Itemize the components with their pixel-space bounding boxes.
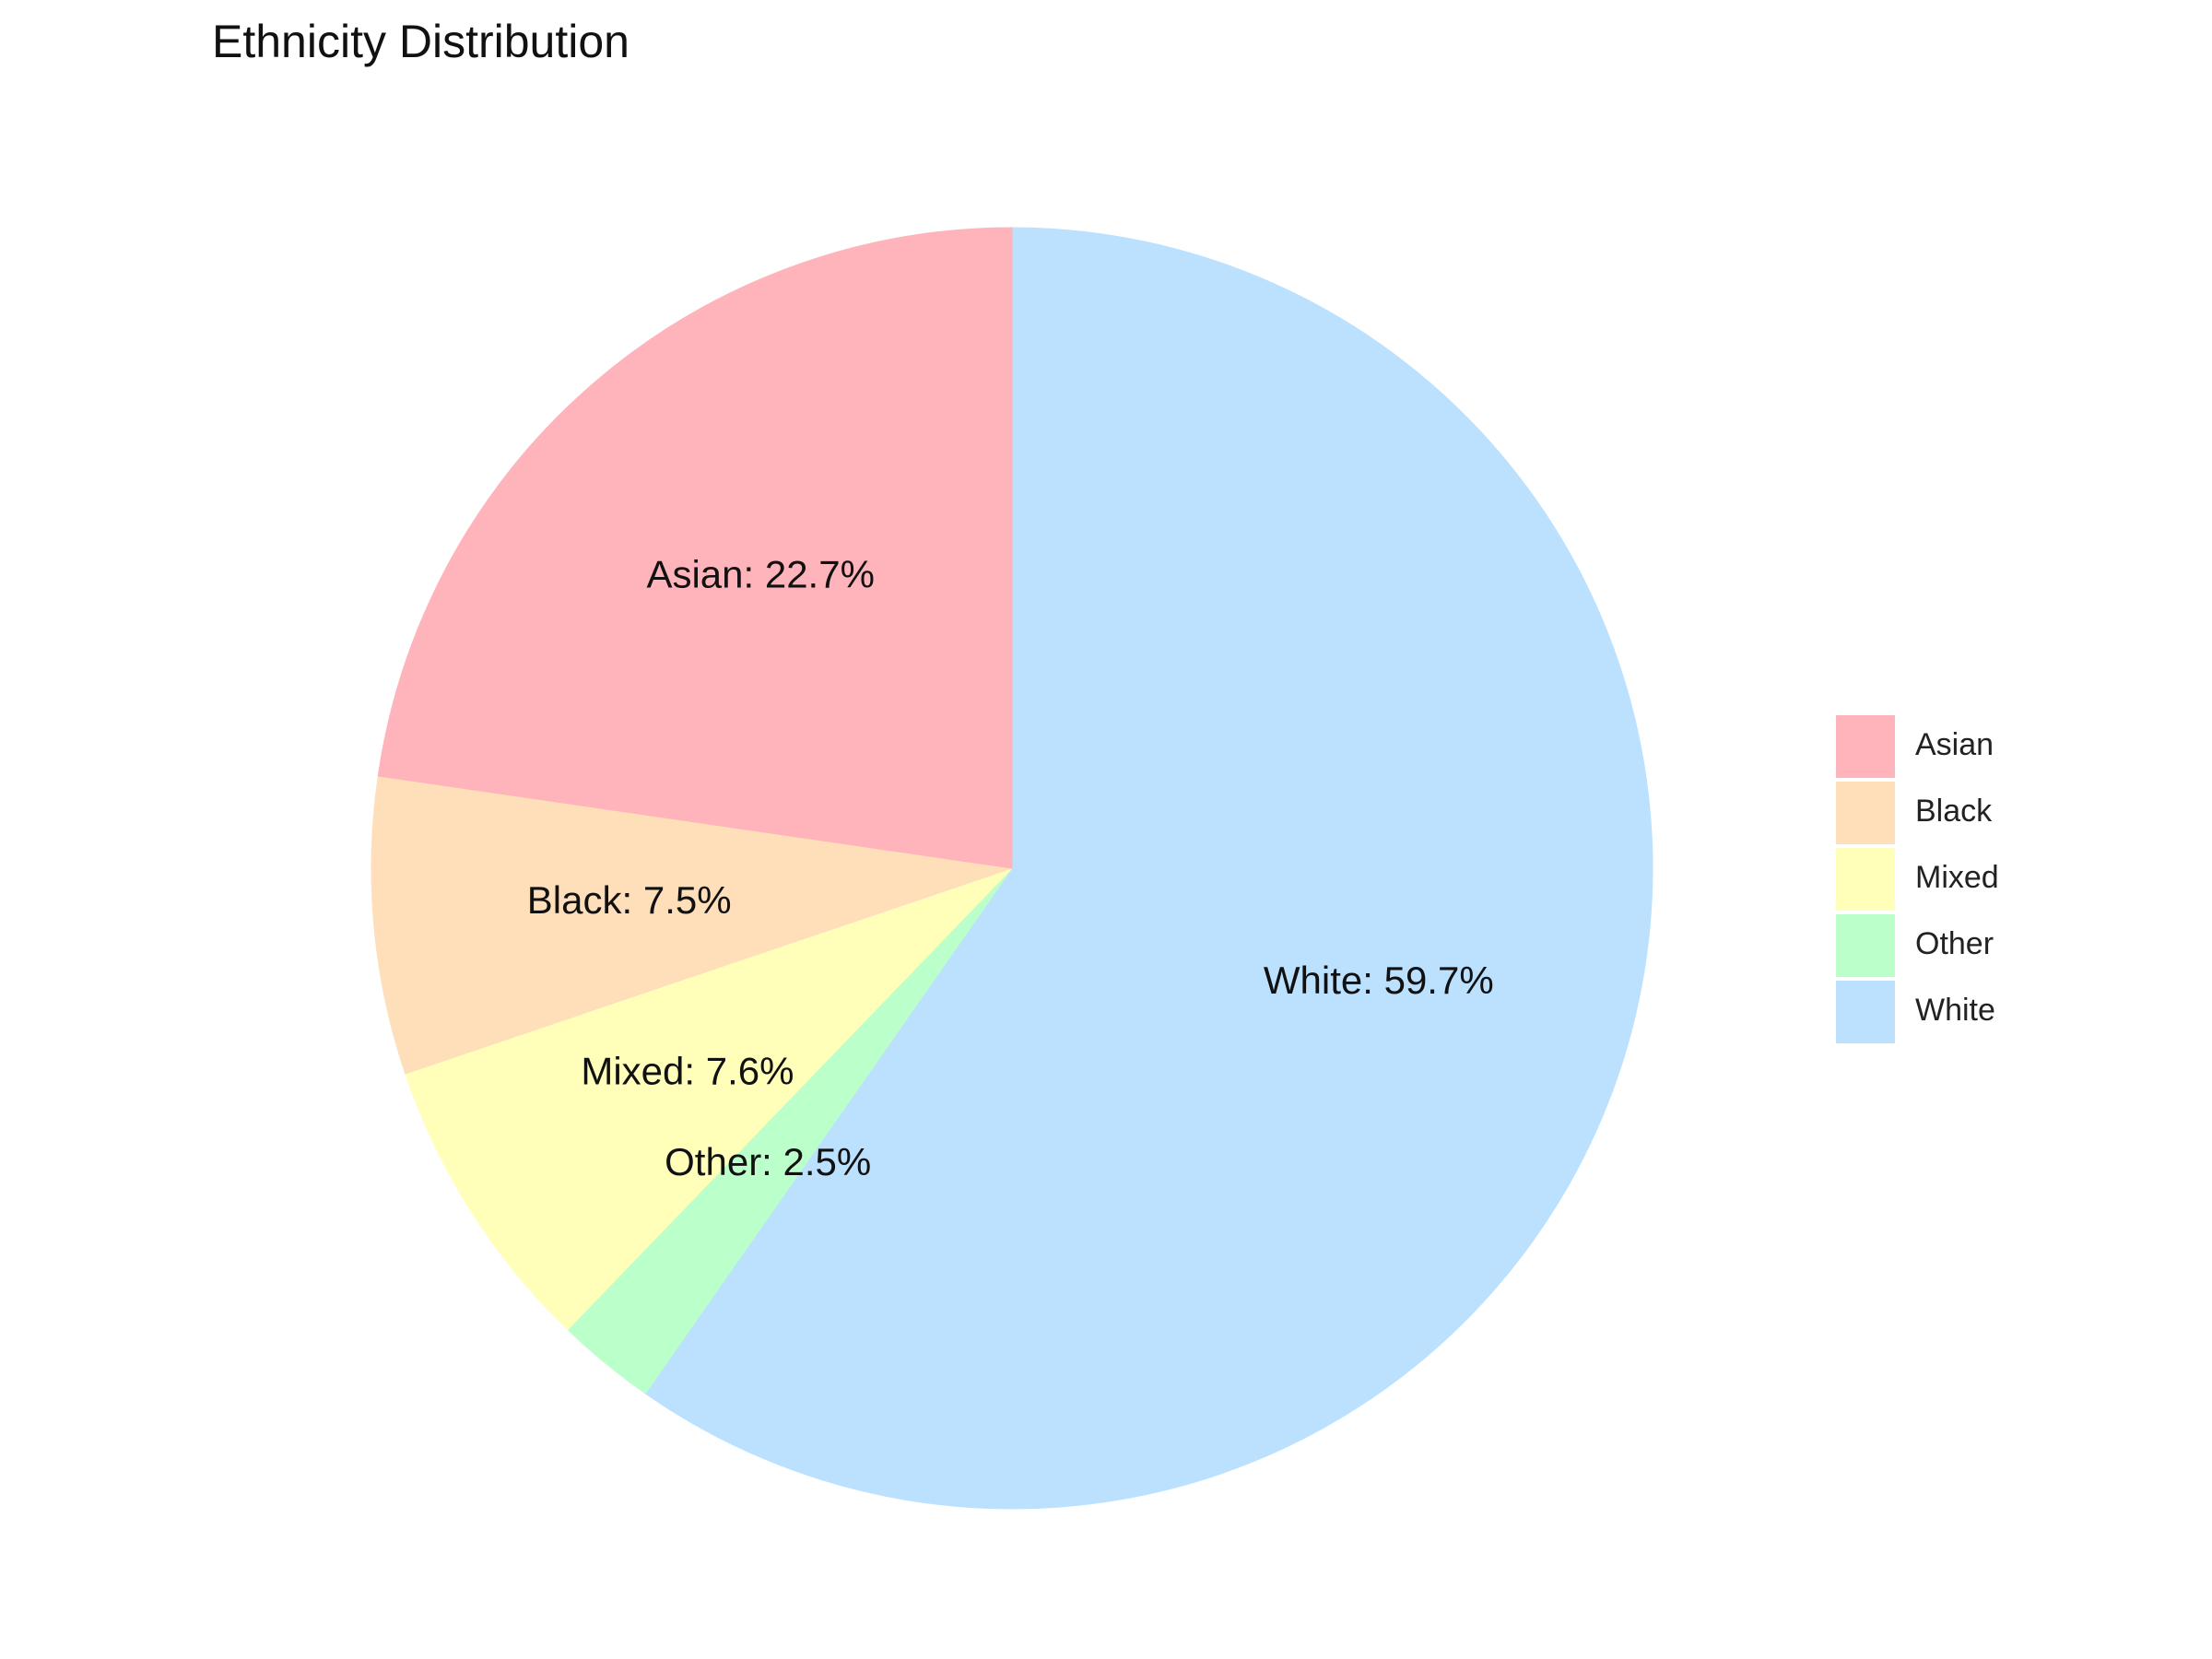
- slice-label-black: Black: 7.5%: [527, 878, 732, 922]
- legend-label-other: Other: [1915, 926, 1994, 961]
- pie-slice-black: [371, 775, 1013, 1075]
- pie-slice-mixed: [405, 867, 1013, 1331]
- legend-label-mixed: Mixed: [1915, 860, 1999, 895]
- legend-swatch-asian: [1836, 715, 1895, 778]
- legend: Asian Black Mixed Other White: [1836, 715, 1999, 1043]
- slice-label-mixed: Mixed: 7.6%: [581, 1049, 794, 1092]
- pie-slice-labels: White: 59.7% Other: 2.5% Mixed: 7.6% Black:…: [527, 553, 1494, 1184]
- pie-slice-asian: [377, 227, 1013, 869]
- slice-label-white: White: 59.7%: [1264, 959, 1494, 1002]
- legend-label-white: White: [1915, 993, 1995, 1028]
- pie-slice-white: [644, 227, 1653, 1510]
- legend-swatch-black: [1836, 782, 1895, 844]
- pie-slices: [371, 227, 1653, 1510]
- legend-label-black: Black: [1915, 794, 1993, 829]
- chart-title: Ethnicity Distribution: [212, 16, 629, 67]
- legend-swatch-mixed: [1836, 848, 1895, 911]
- slice-label-asian: Asian: 22.7%: [646, 553, 875, 596]
- legend-swatch-white: [1836, 981, 1895, 1043]
- legend-swatch-other: [1836, 914, 1895, 977]
- slice-label-other: Other: 2.5%: [665, 1140, 871, 1183]
- legend-label-asian: Asian: [1915, 727, 1994, 762]
